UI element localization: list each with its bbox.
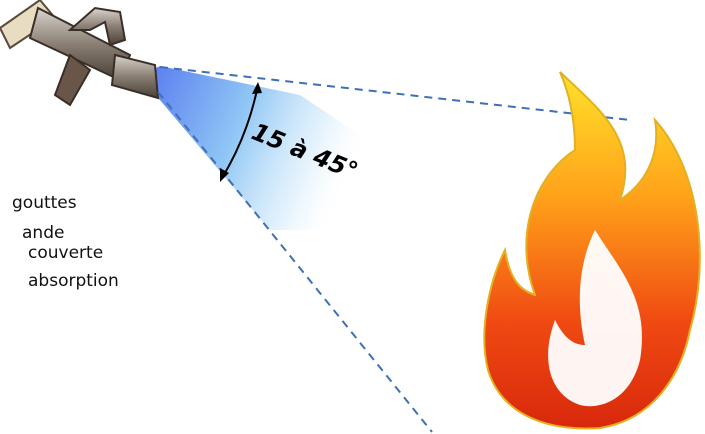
side-text: absorption (28, 271, 119, 291)
side-text: gouttes (12, 193, 77, 213)
diagram: 15 à 45° gouttes ande couverte absorptio… (0, 0, 705, 434)
side-text: ande (22, 223, 64, 243)
side-text: couverte (28, 243, 103, 263)
nozzle (0, 0, 158, 105)
